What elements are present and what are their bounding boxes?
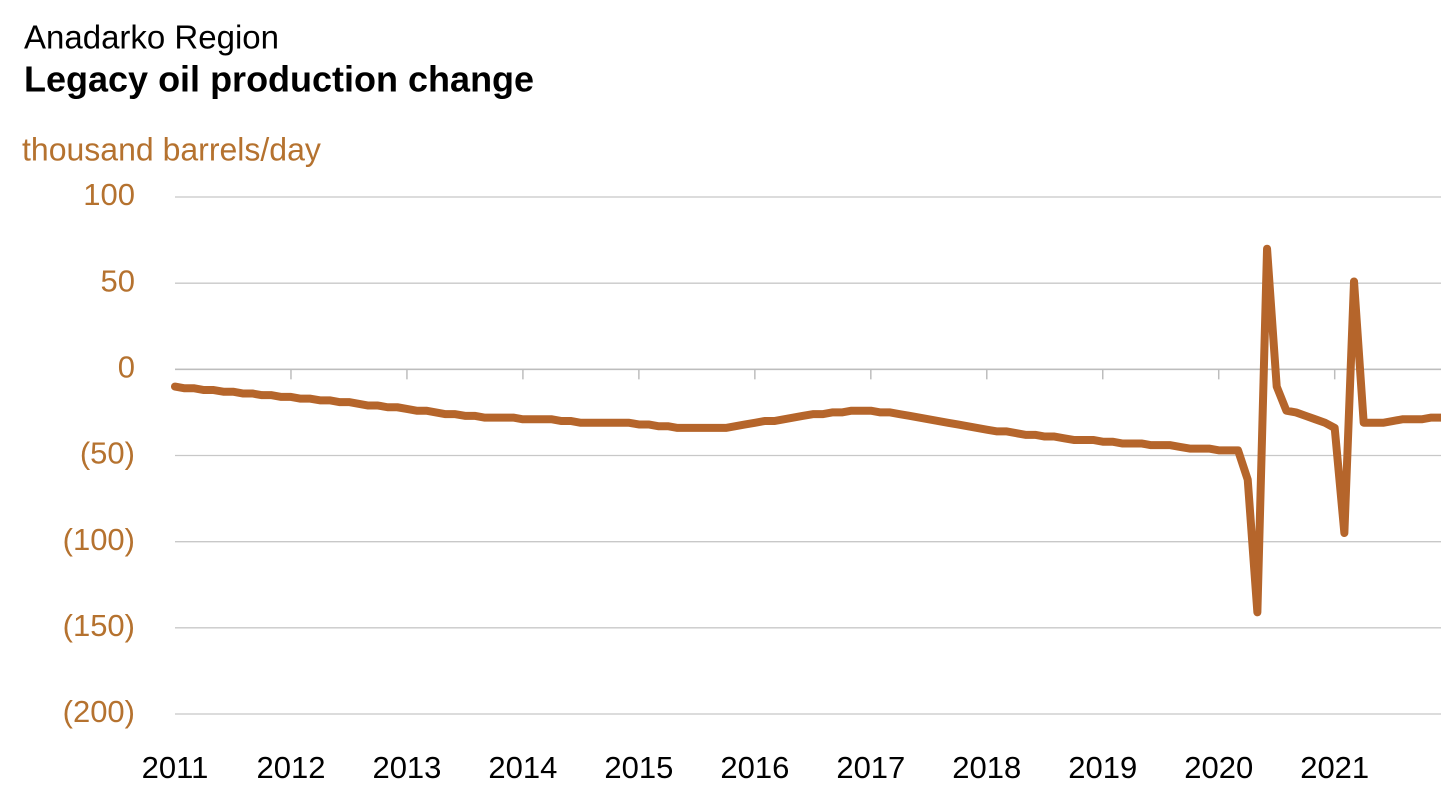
y-tick-label: (200) xyxy=(63,694,135,729)
x-tick-label: 2020 xyxy=(1184,750,1253,785)
y-tick-label: (150) xyxy=(63,608,135,643)
chart-title: Anadarko Region xyxy=(24,19,279,56)
x-tick-label: 2013 xyxy=(372,750,441,785)
y-tick-label: 50 xyxy=(101,263,135,298)
x-tick-label: 2016 xyxy=(720,750,789,785)
x-tick-label: 2018 xyxy=(952,750,1021,785)
y-tick-label: 0 xyxy=(118,350,135,385)
chart-subtitle: Legacy oil production change xyxy=(24,59,534,100)
y-axis-label: thousand barrels/day xyxy=(22,131,321,167)
x-tick-label: 2019 xyxy=(1068,750,1137,785)
y-tick-label: 100 xyxy=(83,177,135,212)
x-tick-label: 2012 xyxy=(256,750,325,785)
y-tick-label: (100) xyxy=(63,522,135,557)
x-tick-label: 2015 xyxy=(604,750,673,785)
x-tick-label: 2021 xyxy=(1300,750,1369,785)
x-tick-label: 2017 xyxy=(836,750,905,785)
data-line xyxy=(171,244,1441,617)
x-tick-label: 2011 xyxy=(142,750,209,785)
x-tick-label: 2014 xyxy=(488,750,557,785)
y-tick-label: (50) xyxy=(80,436,135,471)
